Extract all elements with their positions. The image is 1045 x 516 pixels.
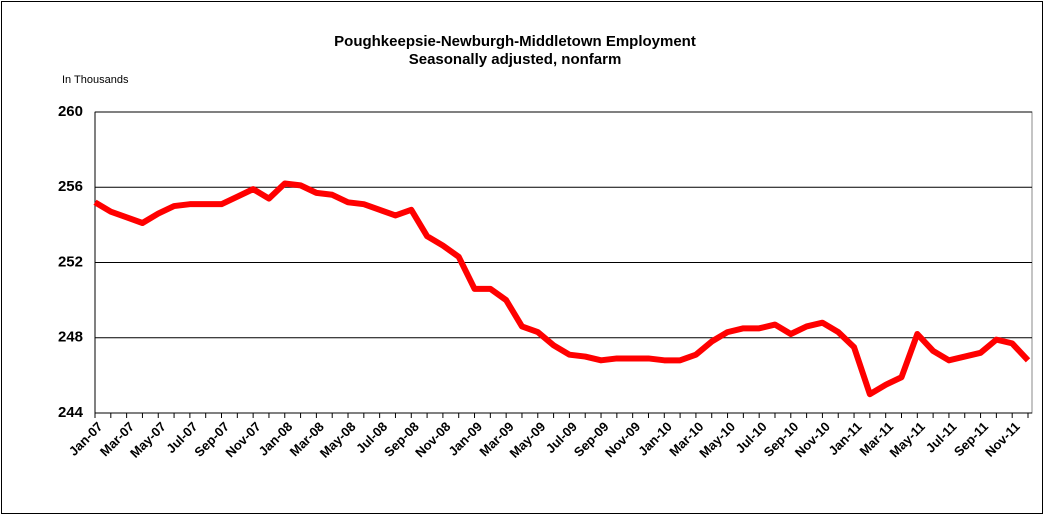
- y-tick-label: 260: [58, 103, 83, 120]
- chart-subtitle: Seasonally adjusted, nonfarm: [409, 51, 622, 68]
- y-tick-label: 256: [58, 178, 83, 195]
- chart-title: Poughkeepsie-Newburgh-Middletown Employm…: [334, 33, 696, 50]
- y-tick-label: 248: [58, 329, 83, 346]
- y-tick-label: 252: [58, 253, 83, 270]
- data-line: [93, 180, 1031, 398]
- y-axis-label: In Thousands: [62, 74, 129, 86]
- y-tick-label: 244: [58, 404, 84, 421]
